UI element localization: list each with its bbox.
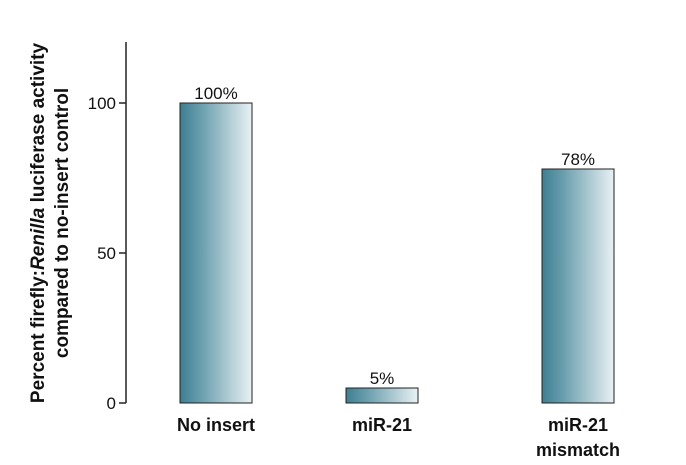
bar-1 — [345, 387, 419, 404]
category-label-2-1: mismatch — [536, 440, 620, 460]
y-axis-ticks: 0 50 100 — [88, 94, 126, 413]
category-label-2-0: miR-21 — [548, 415, 608, 435]
bars — [179, 102, 615, 404]
category-label-1-0: miR-21 — [352, 415, 412, 435]
bar-2 — [541, 168, 615, 404]
category-labels: No insert miR-21 miR-21 mismatch — [177, 415, 620, 460]
data-label-0: 100% — [194, 84, 237, 103]
y-tick-label: 100 — [88, 94, 116, 113]
y-axis-title: Percent firefly:Renilla luciferase activ… — [28, 43, 73, 404]
y-axis-title-line1: Percent firefly:Renilla luciferase activ… — [28, 43, 49, 404]
data-label-1: 5% — [370, 369, 395, 388]
y-axis-title-suffix: luciferase activity — [28, 43, 49, 208]
y-axis-title-italic: Renilla — [28, 207, 49, 270]
bar-0 — [179, 102, 253, 404]
data-labels: 100% 5% 78% — [194, 84, 595, 388]
y-axis-title-prefix: Percent firefly: — [28, 270, 49, 403]
data-label-2: 78% — [561, 150, 595, 169]
y-axis-title-line2: compared to no-insert control — [52, 88, 73, 358]
y-tick-label: 50 — [97, 244, 116, 263]
y-tick-label: 0 — [107, 394, 116, 413]
category-label-0-0: No insert — [177, 415, 255, 435]
